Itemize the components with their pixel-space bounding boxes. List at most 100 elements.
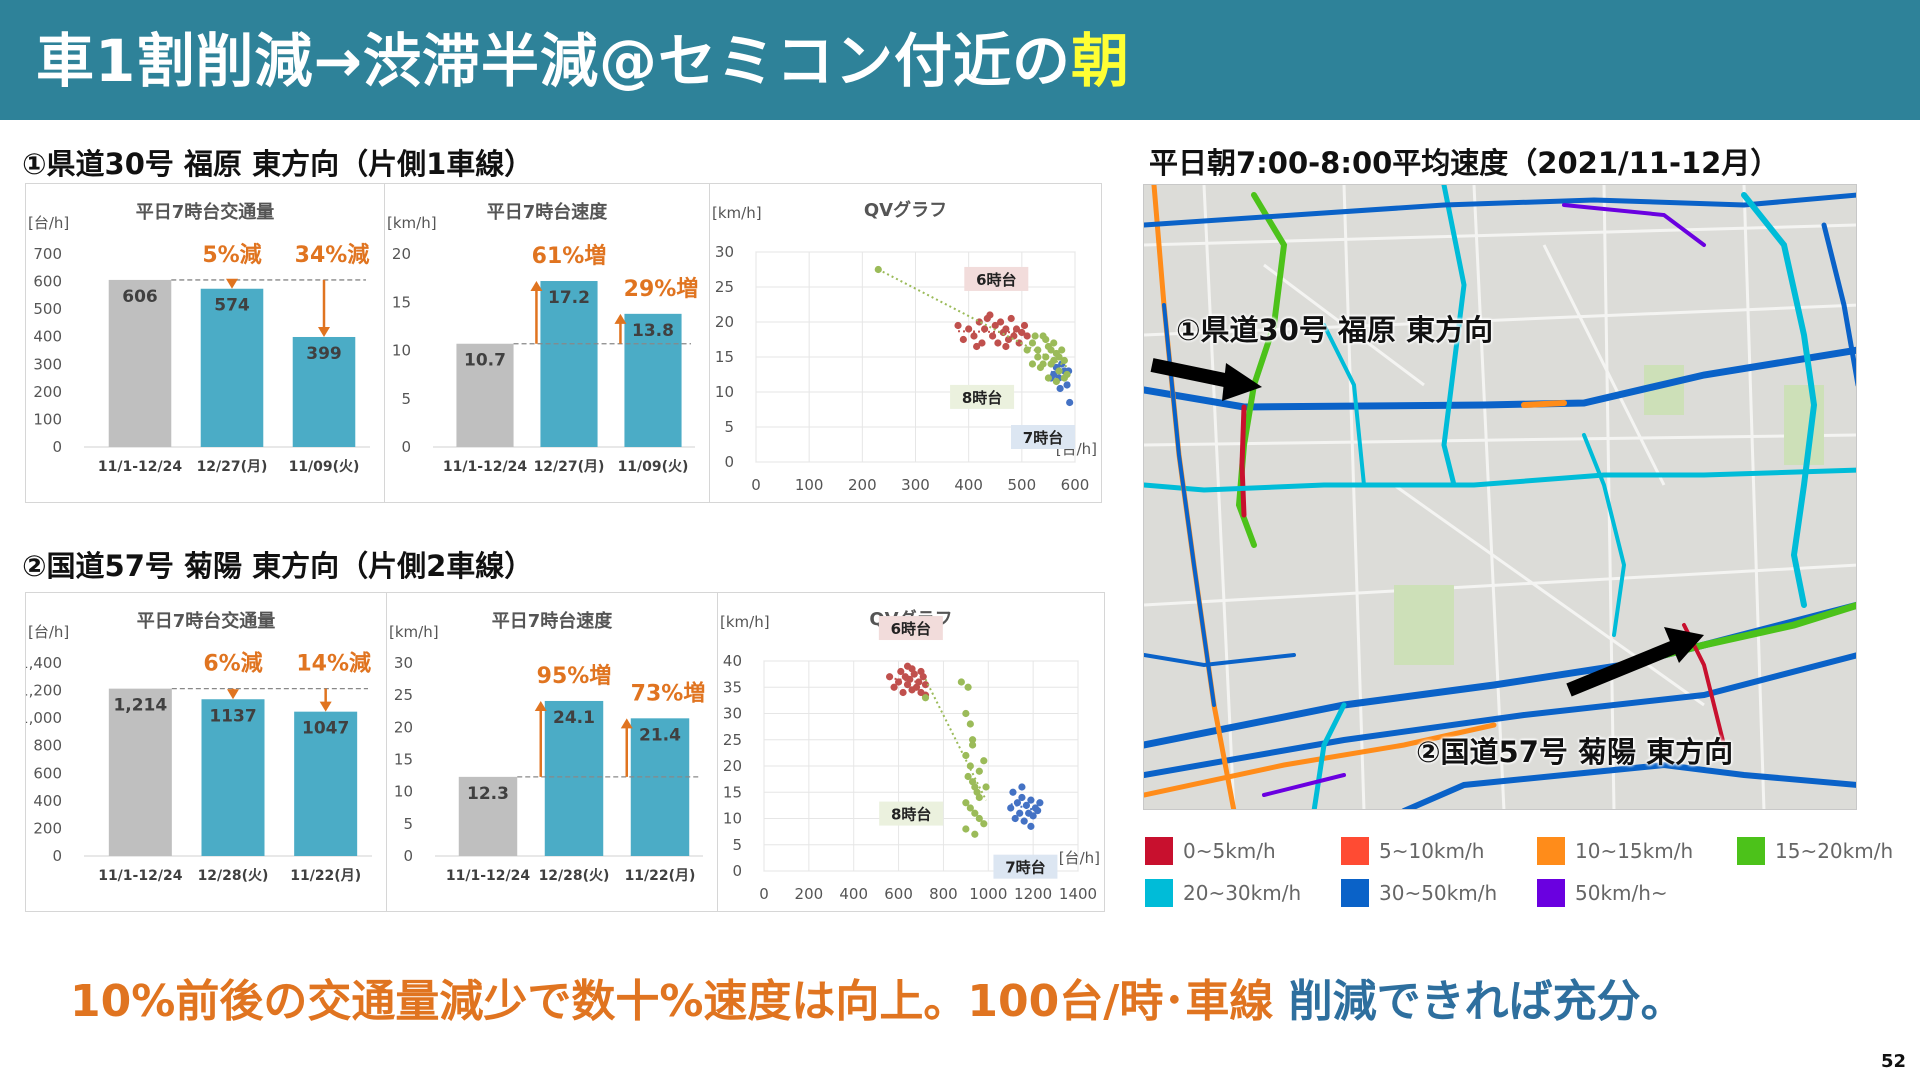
page-title-accent: 朝 bbox=[1070, 27, 1130, 95]
legend-label: 0~5km/h bbox=[1183, 839, 1276, 863]
legend-label: 20~30km/h bbox=[1183, 881, 1302, 905]
scatter-point bbox=[964, 683, 972, 691]
scatter-point bbox=[1063, 381, 1071, 389]
scatter-point bbox=[1027, 822, 1035, 830]
scatter-point bbox=[1020, 321, 1029, 330]
x-tick-label: 600 bbox=[1061, 476, 1090, 494]
legend-swatch bbox=[1145, 879, 1173, 907]
series-tag-label: 6時台 bbox=[976, 271, 1016, 289]
change-arrow-head bbox=[620, 718, 633, 729]
bar bbox=[108, 688, 172, 856]
y-tick-label: 20 bbox=[392, 245, 411, 263]
scatter-point bbox=[973, 342, 981, 351]
y-tick-label: 15 bbox=[715, 348, 734, 366]
change-annotation: 29%増 bbox=[624, 276, 699, 302]
y-tick-label: 5 bbox=[732, 836, 742, 854]
y-tick-label: 20 bbox=[394, 718, 413, 736]
x-tick-label: 200 bbox=[795, 885, 824, 903]
legend-label: 50km/h~ bbox=[1575, 881, 1668, 905]
legend-swatch bbox=[1145, 837, 1173, 865]
series-tag-bg bbox=[878, 616, 943, 641]
x-tick-label: 300 bbox=[901, 476, 930, 494]
y-tick-label: 600 bbox=[33, 273, 62, 291]
scatter-point bbox=[908, 665, 916, 673]
scatter-point bbox=[1060, 356, 1068, 365]
change-arrow-head bbox=[530, 281, 543, 292]
scatter-point bbox=[983, 314, 991, 323]
bar-chart-svg: 平日7時台速度 [km/h] 0 5 10 15 20 10.7 11/1-12/24 17.2 1… bbox=[387, 201, 699, 475]
change-arrow-head bbox=[614, 313, 627, 324]
scatter-point bbox=[968, 741, 977, 749]
conclusion-part-2: 数十%速度は向上。 bbox=[571, 976, 968, 1027]
y-tick-label: 200 bbox=[33, 383, 62, 401]
bar bbox=[630, 718, 690, 856]
scatter-point bbox=[1028, 339, 1037, 347]
x-tick-label: 11/09(火) bbox=[618, 459, 689, 475]
scatter-point bbox=[899, 688, 907, 697]
bar bbox=[294, 711, 358, 856]
section-title-route-30: ①県道30号 福原 東方向（片側1車線） bbox=[22, 147, 534, 181]
scatter-point bbox=[968, 736, 977, 744]
legend-item: 20~30km/h bbox=[1145, 877, 1301, 909]
x-tick-label: 1200 bbox=[1014, 885, 1052, 903]
chart-title: 平日7時台交通量 bbox=[136, 201, 275, 223]
scatter-point bbox=[1056, 384, 1064, 393]
x-tick-label: 0 bbox=[751, 476, 761, 494]
scatter-point bbox=[959, 335, 967, 344]
scatter-point bbox=[1055, 367, 1063, 375]
y-tick-label: 25 bbox=[715, 278, 734, 296]
x-tick-label: 0 bbox=[759, 885, 769, 903]
scatter-point bbox=[1034, 353, 1042, 361]
x-tick-label: 12/28(火) bbox=[198, 868, 269, 884]
x-tick-label: 600 bbox=[884, 885, 913, 903]
chart-volume-route-30: 平日7時台交通量 [台/h] 0 100 200 300 400 500 600 700 606 11… bbox=[25, 183, 385, 503]
legend-label: 10~15km/h bbox=[1575, 839, 1694, 863]
conclusion-part-3: 100台/時･車線 bbox=[967, 976, 1274, 1027]
scatter-point bbox=[1039, 360, 1047, 368]
y-tick-label: 1,000 bbox=[26, 709, 62, 727]
change-arrow-head bbox=[319, 701, 332, 712]
scatter-point bbox=[874, 265, 882, 274]
scatter-point bbox=[994, 339, 1002, 347]
chart-title: 平日7時台速度 bbox=[492, 610, 614, 632]
bar-value-label: 1,214 bbox=[113, 696, 167, 716]
bar bbox=[456, 343, 514, 447]
scatter-point bbox=[966, 720, 974, 728]
y-tick-label: 40 bbox=[723, 652, 742, 670]
series-tag-label: 7時台 bbox=[1005, 859, 1045, 877]
scatter-point bbox=[981, 325, 989, 333]
scatter-point bbox=[1050, 339, 1058, 347]
scatter-point bbox=[982, 783, 990, 791]
change-annotation: 61%増 bbox=[532, 243, 607, 269]
scatter-point bbox=[1058, 346, 1066, 354]
bar bbox=[544, 700, 604, 856]
y-tick-label: 15 bbox=[723, 783, 742, 801]
legend-item: 50km/h~ bbox=[1537, 877, 1668, 909]
page-title-main: 車1割削減→渋滞半減@セミコン付近の bbox=[36, 27, 1071, 95]
scatter-point bbox=[1022, 801, 1031, 809]
chart-title: 平日7時台交通量 bbox=[137, 610, 276, 632]
legend-item: 15~20km/h bbox=[1737, 835, 1893, 867]
scatter-point bbox=[1044, 374, 1053, 382]
y-tick-label: 0 bbox=[724, 453, 734, 471]
scatter-point bbox=[915, 678, 923, 686]
y-tick-label: 10 bbox=[715, 383, 734, 401]
y-tick-label: 400 bbox=[33, 792, 62, 810]
y-tick-label: 5 bbox=[724, 418, 734, 436]
bar-value-label: 574 bbox=[214, 296, 250, 316]
bar-chart-svg: 平日7時台交通量 [台/h] 0 100 200 300 400 500 600 700 606 11… bbox=[28, 201, 370, 475]
scatter-point bbox=[1034, 346, 1042, 354]
change-annotation: 34%減 bbox=[295, 243, 370, 268]
map-road-network bbox=[1144, 185, 1856, 809]
x-tick-label: 400 bbox=[954, 476, 983, 494]
title-bar: 車1割削減→渋滞半減@セミコン付近の朝 bbox=[0, 0, 1920, 120]
series-tag-label: 8時台 bbox=[962, 389, 1002, 407]
scatter-point bbox=[1002, 342, 1010, 351]
y-axis-label: [km/h] bbox=[720, 613, 770, 631]
y-tick-label: 500 bbox=[33, 300, 62, 318]
x-tick-label: 12/27(月) bbox=[534, 459, 605, 475]
chart-qv-route-57: QVグラフ[km/h][台/h]020040060080010001200140… bbox=[717, 592, 1105, 912]
speed-map: ①県道30号 福原 東方向 ②国道57号 菊陽 東方向 bbox=[1143, 184, 1857, 810]
scatter-point bbox=[954, 321, 962, 330]
legend-item: 5~10km/h bbox=[1341, 835, 1484, 867]
